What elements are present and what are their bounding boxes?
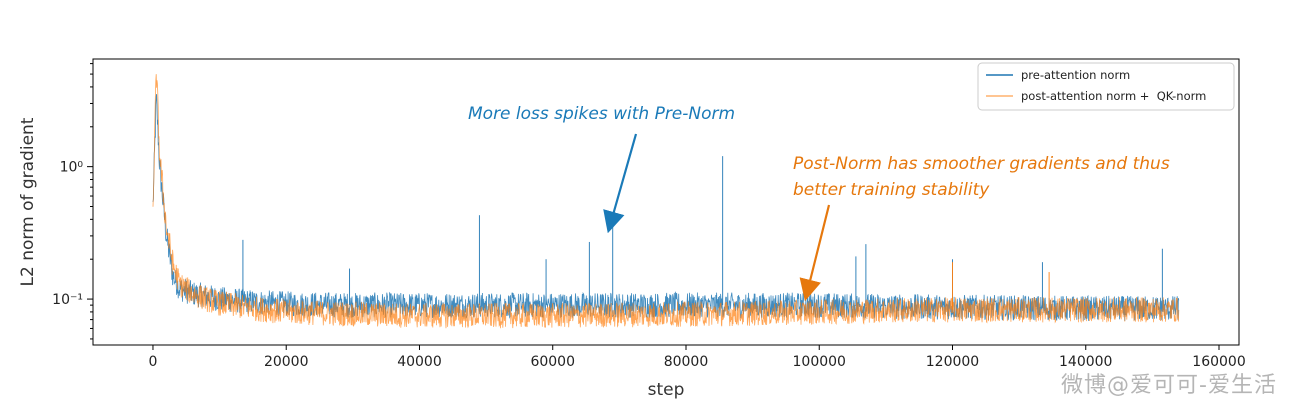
y-axis-ticks: 10⁻¹ 10⁰ — [52, 63, 93, 340]
y-tick-label: 10⁰ — [60, 160, 84, 176]
x-tick-label: 20000 — [264, 354, 309, 370]
x-tick-label: 0 — [149, 354, 158, 370]
series-line — [152, 94, 1180, 322]
x-tick-label: 100000 — [793, 354, 846, 370]
y-axis-label: L2 norm of gradient — [18, 117, 38, 286]
legend-box — [977, 62, 1235, 111]
x-tick-label: 80000 — [664, 354, 709, 370]
legend-label-pre-attention: pre-attention norm — [1021, 68, 1130, 82]
annotation-post-norm-line2: better training stability — [793, 180, 990, 200]
x-tick-label: 140000 — [1059, 354, 1112, 370]
x-axis-ticks: 0 20000 40000 60000 80000 100000 120000 140000 1… — [149, 345, 1246, 370]
y-tick-label: 10⁻¹ — [52, 292, 83, 308]
legend-label-post-attention: post-attention norm + QK-norm — [1021, 89, 1206, 103]
x-tick-label: 160000 — [1192, 354, 1245, 370]
watermark: 微博@爱可可-爱生活 — [1061, 373, 1277, 398]
annotation-pre-norm: More loss spikes with Pre-Norm — [468, 104, 735, 124]
legend: pre-attention norm post-attention norm +… — [977, 62, 1235, 111]
series-pre-attention-norm — [152, 94, 1180, 322]
annotation-post-norm-line1: Post-Norm has smoother gradients and thu… — [793, 154, 1170, 174]
annotation-arrow-post-norm — [799, 204, 831, 302]
series-layer — [152, 74, 1180, 329]
series-post-attention-norm — [152, 74, 1180, 329]
x-tick-label: 40000 — [397, 354, 442, 370]
x-tick-label: 60000 — [530, 354, 575, 370]
x-axis-label: step — [648, 380, 685, 400]
x-tick-label: 120000 — [926, 354, 979, 370]
plot-frame — [92, 58, 1240, 346]
series-line — [152, 74, 1180, 329]
annotation-arrow-pre-norm — [603, 133, 638, 234]
